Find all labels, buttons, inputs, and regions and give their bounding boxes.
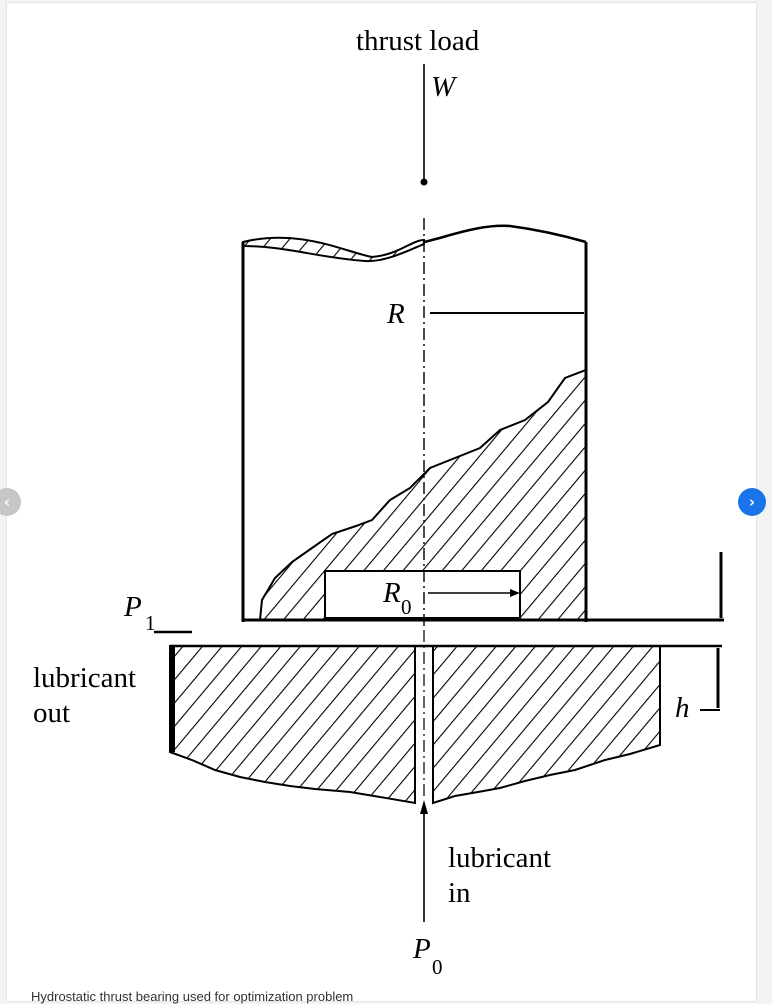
lubricant-out-label-line2: out [33,697,71,729]
radius-R0-symbol: R [383,577,401,609]
base-left-hatch [169,645,416,805]
load-arrow [420,64,428,186]
pressure-P0-subscript: 0 [432,955,443,979]
pressure-P1-subscript: 1 [145,611,156,635]
figure-caption: Hydrostatic thrust bearing used for opti… [31,989,354,1004]
base-plate [169,644,722,805]
radius-R0-dimension [428,589,520,597]
pressure-P0-label: P 0 [413,932,453,979]
recess-pocket [324,570,521,619]
radius-R-dimension [430,302,587,324]
shaft-top-wave-hatch [242,236,425,263]
shaft-top-wave-right [423,224,587,244]
load-W-label: W [431,71,456,103]
thrust-load-label: thrust load [356,25,480,57]
lubricant-out-label-line1: lubricant [33,662,137,694]
radius-R0-label: R 0 [383,576,423,619]
lubricant-in-label-line2: in [448,877,471,909]
inlet-arrow [420,800,428,922]
gap-h-label: h [675,692,690,724]
shaft-section-hatch [258,368,587,621]
pressure-P1-label: P 1 [124,590,164,635]
shaft [241,224,724,622]
pressure-P1-symbol: P [124,591,142,623]
chevron-left-icon: ‹ [3,493,11,511]
base-right-hatch [432,645,661,805]
previous-image-button[interactable]: ‹ [0,488,21,516]
chevron-right-icon: › [748,493,756,511]
radius-R0-subscript: 0 [401,595,412,619]
radius-R-label: R [387,298,405,330]
next-image-button[interactable]: › [738,488,766,516]
figure-frame [6,2,757,1002]
lubricant-in-label-line1: lubricant [448,842,552,874]
pressure-P0-symbol: P [413,933,431,965]
